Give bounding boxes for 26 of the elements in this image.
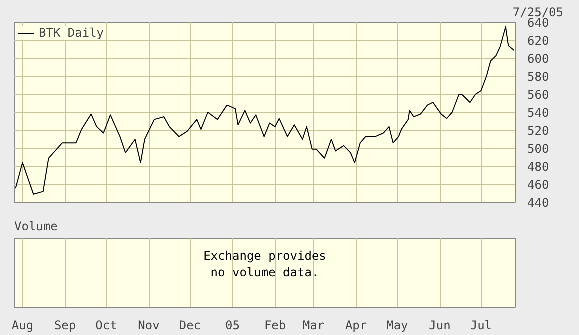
y-tick-label: 480 [528, 160, 550, 174]
text: May [386, 318, 408, 332]
text: Apr [345, 318, 368, 332]
y-tick-label: 600 [528, 52, 550, 66]
text: Oct [96, 318, 118, 332]
text: Dec [179, 318, 202, 332]
text: Jul [470, 318, 492, 332]
y-tick-label: 520 [528, 124, 550, 138]
y-tick-label: 500 [528, 142, 550, 156]
y-tick-label: 460 [528, 178, 550, 192]
y-tick-label: 440 [528, 196, 550, 210]
line-series [15, 26, 515, 195]
y-tick-label: 560 [528, 88, 550, 102]
y-tick-label: 540 [528, 106, 550, 120]
text: Exchange provides no volume data. [204, 248, 326, 280]
text: Volume [14, 220, 58, 234]
text: Sep [54, 318, 76, 332]
text: Nov [138, 318, 160, 332]
text: 05 [226, 318, 240, 332]
y-tick-label: 620 [528, 34, 550, 48]
text: Mar [302, 318, 325, 332]
legend-label: BTK Daily [39, 26, 104, 40]
text: Jun [429, 318, 451, 332]
text: Feb [264, 318, 286, 332]
y-tick-label: 580 [528, 70, 550, 84]
text: Aug [12, 318, 34, 332]
